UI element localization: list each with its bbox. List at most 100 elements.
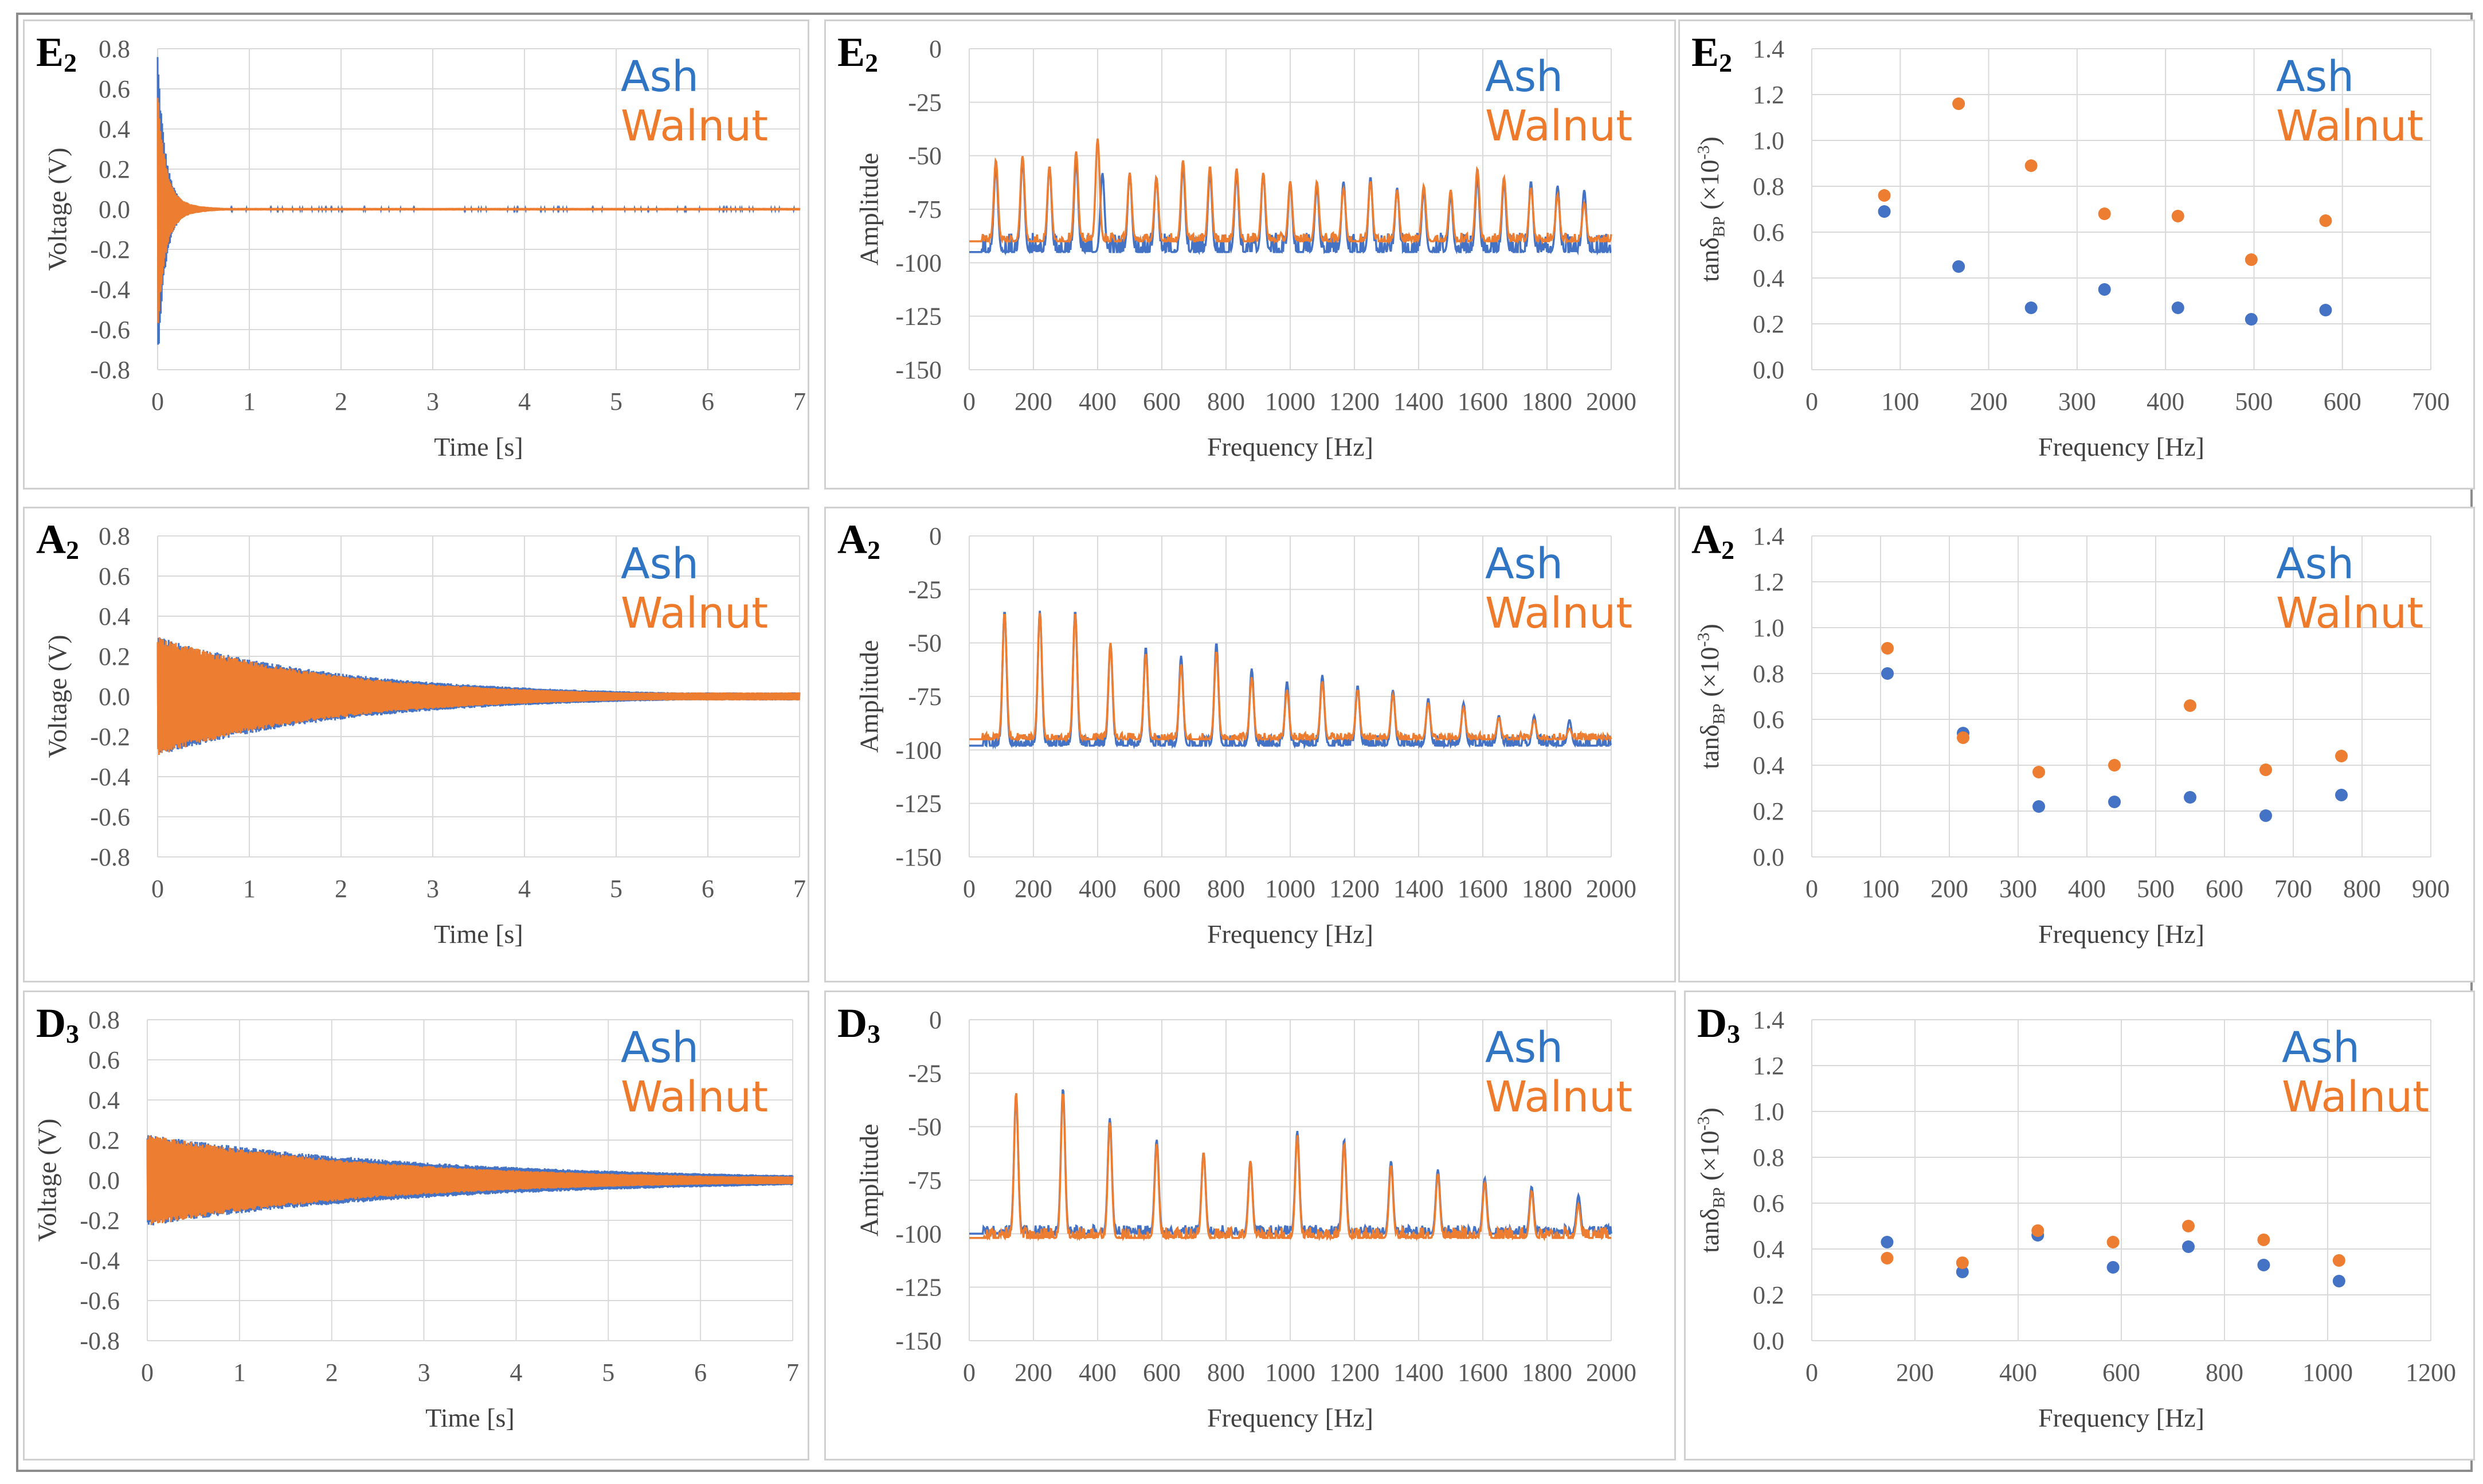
chart-svg: 0 1 2 3 4 5 6 7 0.8 0.6 0.4 0.2 0.0 -0.2 -0.4 -0.6 -0.8 T… [80, 1006, 799, 1432]
legend-ash: Ash [1485, 52, 1564, 101]
y-tick-label: 0.2 [1753, 797, 1784, 825]
x-tick-label: 600 [1143, 1358, 1181, 1387]
x-axis-label: Frequency [Hz] [1207, 1403, 1373, 1432]
x-tick-label: 1800 [1522, 387, 1572, 416]
y-tick-label: 0.0 [1753, 1327, 1784, 1355]
y-tick-label: 1.4 [1753, 35, 1784, 63]
y-tick-label: 0.4 [99, 115, 130, 143]
legend: Ash Walnut [2276, 56, 2423, 147]
x-tick-label: 100 [1881, 387, 1919, 416]
x-tick-label: 3 [418, 1358, 430, 1387]
y-tick-label: -75 [908, 1166, 942, 1195]
x-tick-label: 1600 [1458, 875, 1508, 903]
panel-d3-loss: 0 200 400 600 800 1000 1200 1.4 1.2 1.0 0.8 0.6 0.4 0… [1684, 990, 2475, 1460]
ash-point [2335, 789, 2348, 801]
walnut-series-line [969, 138, 1612, 245]
x-tick-label: 700 [2274, 875, 2312, 903]
y-tick-label: -125 [895, 303, 942, 331]
panel-label: D3 [1697, 1000, 1740, 1048]
y-tick-label: -75 [908, 195, 942, 224]
walnut-point [2032, 766, 2045, 778]
y-tick-label: -0.2 [90, 723, 130, 751]
x-tick-label: 7 [793, 875, 806, 903]
walnut-point [1878, 189, 1891, 202]
legend-walnut: Walnut [2276, 101, 2424, 151]
x-tick-label: 1 [243, 875, 256, 903]
ash-point [2257, 1259, 2270, 1271]
y-tick-label: 0.4 [1753, 751, 1784, 780]
y-tick-label: -0.4 [90, 276, 130, 304]
y-tick-label: -100 [895, 249, 942, 277]
x-tick-label: 1000 [2302, 1358, 2353, 1387]
legend-ash: Ash [1485, 1023, 1564, 1072]
y-tick-label: -25 [908, 88, 942, 116]
x-tick-label: 3 [426, 875, 439, 903]
y-tick-label: 0 [929, 1006, 942, 1034]
y-tick-label: -0.2 [80, 1207, 120, 1235]
y-axis-label: Amplitude [854, 640, 884, 753]
legend-ash: Ash [2276, 52, 2355, 101]
x-axis-label: Time [s] [434, 919, 523, 949]
y-tick-label: 0.4 [1753, 1235, 1784, 1263]
y-tick-label: 1.2 [1753, 81, 1784, 109]
x-tick-label: 0 [1806, 387, 1818, 416]
y-tick-label: 0.0 [88, 1166, 120, 1195]
y-tick-label: 0.0 [99, 683, 130, 711]
legend: Ash Walnut [621, 56, 768, 147]
legend: Ash Walnut [621, 543, 768, 635]
x-tick-label: 6 [702, 875, 714, 903]
panel-d3-time: 0 1 2 3 4 5 6 7 0.8 0.6 0.4 0.2 0.0 -0.2 -0.4 -0.6 -0.8 T… [23, 990, 809, 1460]
y-tick-label: 0.4 [1753, 264, 1784, 292]
x-tick-label: 500 [2235, 387, 2273, 416]
legend-ash: Ash [2282, 1023, 2360, 1072]
y-tick-label: 1.0 [1753, 127, 1784, 155]
y-axis-label: Voltage (V) [32, 1118, 62, 1242]
x-axis-label: Frequency [Hz] [2038, 1403, 2204, 1432]
x-tick-label: 0 [151, 875, 164, 903]
x-tick-label: 1000 [1265, 1358, 1315, 1387]
ash-point [1881, 667, 1894, 680]
y-tick-label: 1.2 [1753, 568, 1784, 596]
walnut-point [2031, 1224, 2045, 1237]
legend-walnut: Walnut [621, 589, 769, 638]
panel-label: D3 [837, 1000, 880, 1048]
ash-point [2024, 302, 2038, 314]
ash-point [2108, 796, 2121, 808]
walnut-series-line [156, 637, 801, 755]
chart-svg: 0 100 200 300 400 500 600 700 800 900 1.4 1.2 1.0 0.8… [1753, 522, 2450, 949]
y-tick-label: -0.8 [90, 356, 130, 384]
panel-a2-spectrum: 0 200 400 600 800 1000 1200 1400 1600 1800 2000 0 -2… [824, 507, 1676, 982]
y-tick-label: -0.8 [80, 1327, 120, 1355]
y-tick-label: 0 [929, 35, 942, 63]
x-axis-label: Frequency [Hz] [2038, 432, 2204, 461]
x-tick-label: 2000 [1586, 875, 1636, 903]
y-tick-label: 0.2 [1753, 1281, 1784, 1309]
legend-ash: Ash [621, 52, 699, 101]
x-tick-label: 200 [1896, 1358, 1934, 1387]
ash-point [2098, 283, 2111, 296]
x-tick-label: 800 [2343, 875, 2381, 903]
x-tick-label: 600 [1143, 387, 1181, 416]
y-axis-label: tanδBP (×10-3) [1694, 1107, 1729, 1253]
x-tick-label: 600 [2102, 1358, 2140, 1387]
y-tick-label: 0.8 [99, 35, 130, 63]
x-tick-label: 600 [1143, 875, 1181, 903]
panel-a2-time: 0 1 2 3 4 5 6 7 0.8 0.6 0.4 0.2 0.0 -0.2 -0.4 -0.6 -0.8 T… [23, 507, 809, 982]
x-tick-label: 4 [518, 875, 531, 903]
legend-ash: Ash [1485, 539, 1564, 589]
x-tick-label: 900 [2412, 875, 2450, 903]
legend-walnut: Walnut [1485, 1072, 1633, 1122]
x-tick-label: 800 [2206, 1358, 2243, 1387]
y-axis-label: tanδBP (×10-3) [1694, 624, 1729, 769]
x-tick-label: 1400 [1393, 1358, 1444, 1387]
walnut-point [1957, 731, 1969, 744]
x-tick-label: 2 [335, 387, 347, 416]
y-tick-label: 1.0 [1753, 1098, 1784, 1126]
x-tick-label: 400 [1999, 1358, 2037, 1387]
y-tick-label: 0.8 [1753, 660, 1784, 688]
x-tick-label: 200 [1970, 387, 2008, 416]
x-tick-label: 1800 [1522, 875, 1572, 903]
y-axis-label: tanδBP (×10-3) [1694, 136, 1729, 282]
y-tick-label: 1.2 [1753, 1052, 1784, 1080]
walnut-point [1881, 642, 1894, 655]
